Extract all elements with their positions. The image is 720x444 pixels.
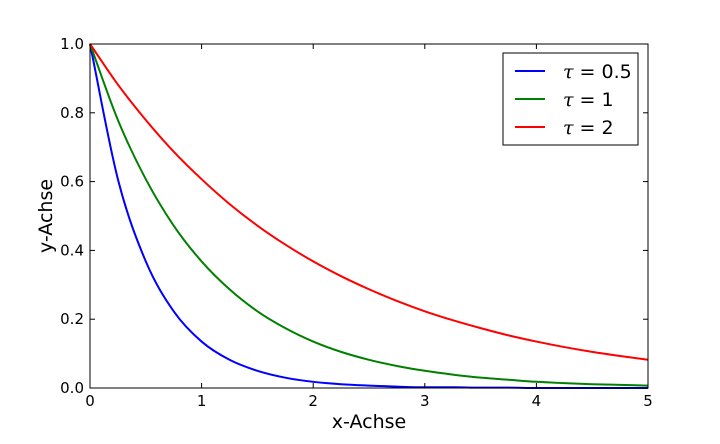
y-tick-label: 0.6: [60, 173, 84, 191]
x-tick-label: 4: [532, 392, 542, 410]
y-tick-label: 1.0: [60, 35, 84, 53]
y-tick-label: 0.8: [60, 104, 84, 122]
series-line-2: [89, 43, 649, 387]
legend-tau-symbol: τ: [563, 61, 574, 83]
series-line-3: [89, 43, 649, 361]
ticks-layer: [89, 43, 649, 389]
legend-label-1: τ = 0.5: [563, 61, 632, 83]
x-tick-label: 0: [85, 392, 95, 410]
legend-value: = 1: [580, 89, 614, 111]
legend-tau-symbol: τ: [563, 89, 574, 111]
x-tick-label: 3: [420, 392, 430, 410]
x-axis-title: x-Achse: [332, 411, 406, 433]
y-tick-label: 0.2: [60, 310, 84, 328]
x-tick-label: 5: [643, 392, 653, 410]
x-tick-label: 1: [197, 392, 207, 410]
y-tick-label: 0.0: [60, 379, 84, 397]
legend-value: = 0.5: [580, 61, 632, 83]
tick-labels-layer: 0 1 2 3 4 5 0.0 0.2 0.4 0.6 0.8 1.0: [60, 35, 653, 410]
legend-label-3: τ = 2: [563, 117, 614, 139]
legend-label-2: τ = 1: [563, 89, 614, 111]
legend-value: = 2: [580, 117, 614, 139]
plot-frame: [89, 43, 649, 389]
x-tick-label: 2: [308, 392, 318, 410]
y-axis-title: y-Achse: [35, 179, 57, 253]
legend-tau-symbol: τ: [563, 117, 574, 139]
y-tick-label: 0.4: [60, 241, 84, 259]
legend: τ = 0.5 τ = 1 τ = 2: [502, 52, 639, 146]
